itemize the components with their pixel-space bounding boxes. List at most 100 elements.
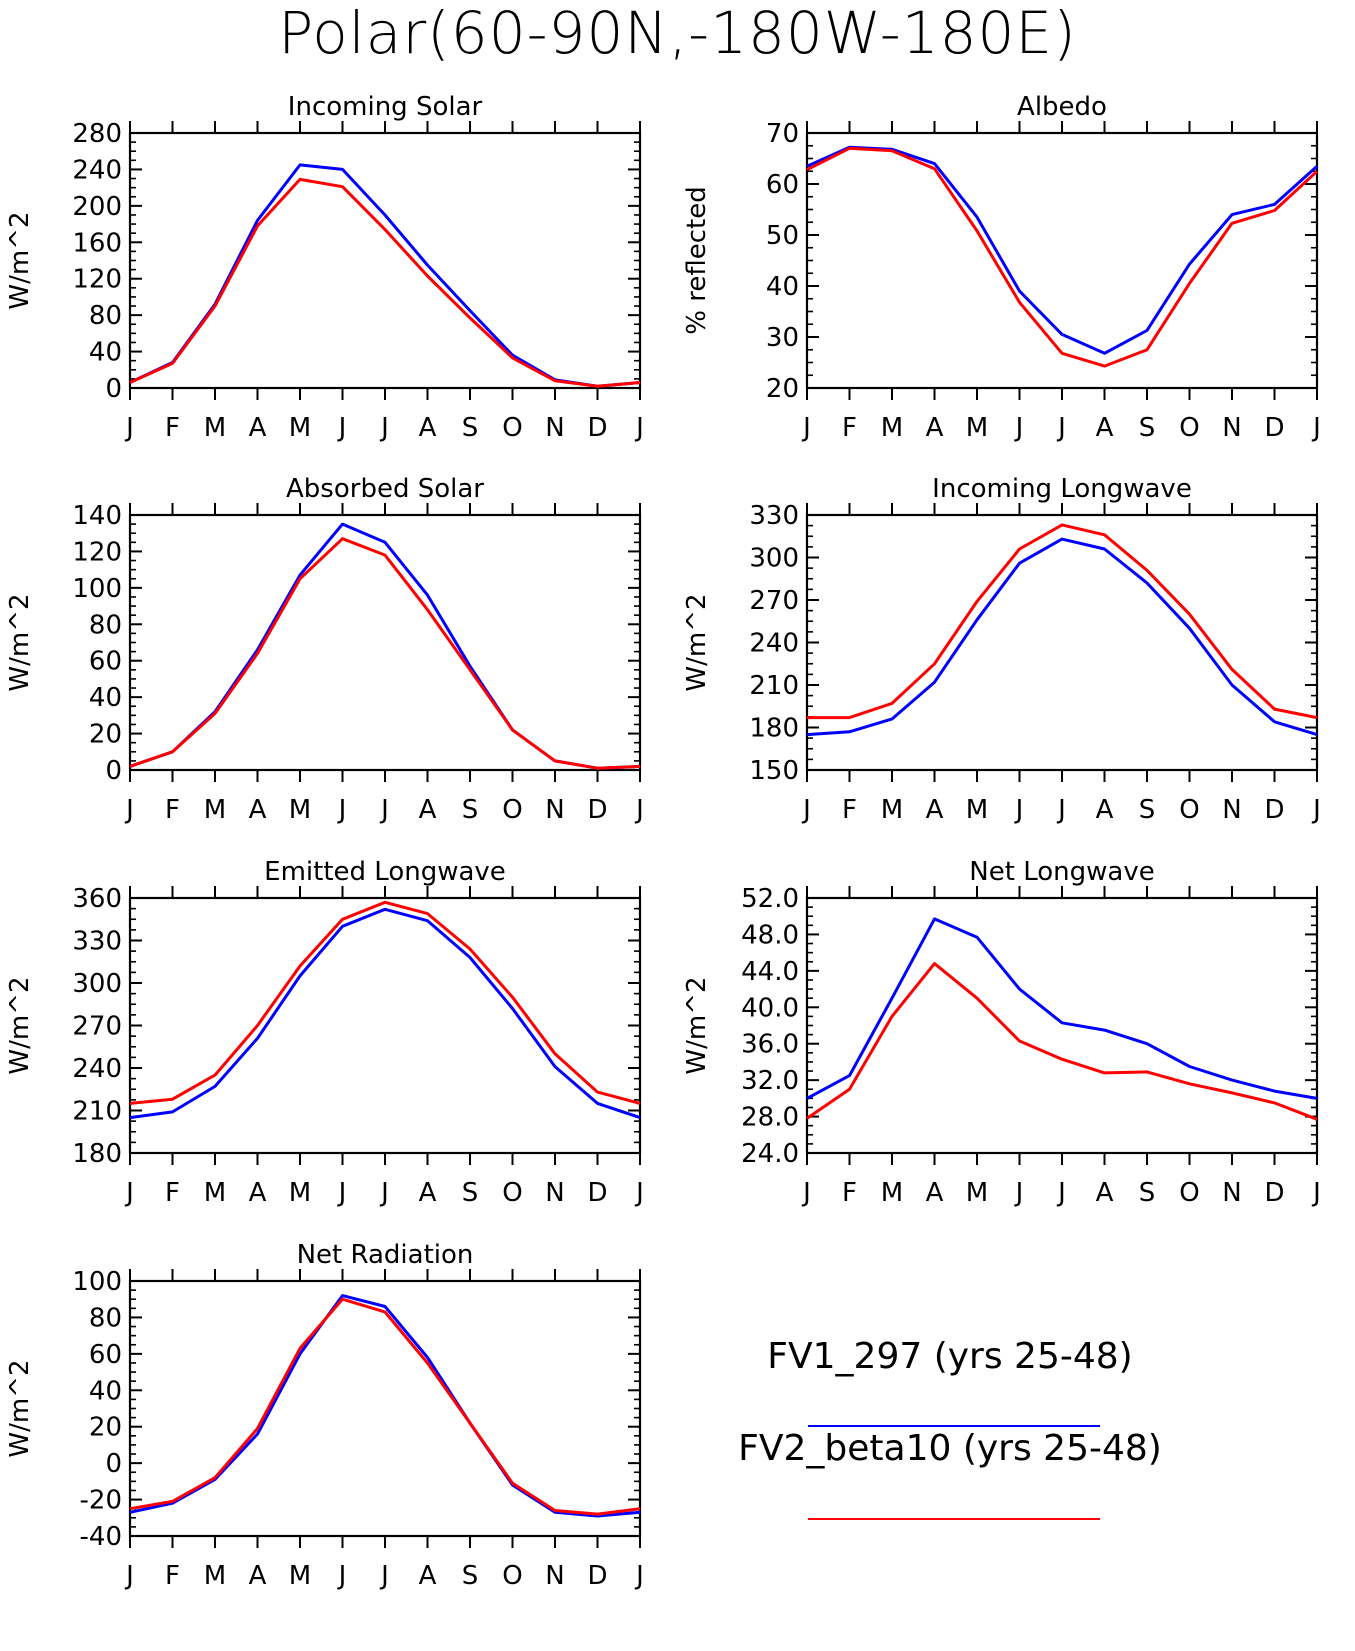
series-line-1	[129, 522, 641, 770]
x-tick-label: F	[842, 413, 857, 443]
y-tick-label: 200	[72, 192, 122, 222]
x-tick-label: J	[379, 1561, 389, 1591]
y-tick-label: 360	[72, 884, 122, 914]
x-tick-label: J	[1014, 1178, 1024, 1208]
y-tick-label: 210	[72, 1097, 122, 1127]
x-tick-label: D	[1264, 795, 1284, 825]
panel-emitted-longwave: Emitted Longwave W/m^2 180 210 240 270 300 330 3…	[5, 857, 644, 1208]
x-tick-label: S	[1139, 413, 1156, 443]
legend-label-series1: FV1_297 (yrs 25-48)	[767, 1336, 1133, 1377]
x-tick-label: S	[1139, 1178, 1156, 1208]
x-tick-label: A	[1096, 413, 1114, 443]
x-tick-label: J	[1014, 413, 1024, 443]
series-line-2	[806, 146, 1319, 368]
x-tick-label: A	[249, 1178, 267, 1208]
x-tick-label: N	[545, 795, 564, 825]
y-tick-label: 330	[72, 927, 122, 957]
legend-line-series2	[808, 1518, 1100, 1520]
chart-title: Net Longwave	[969, 857, 1154, 887]
x-tick-label: J	[124, 1561, 134, 1591]
y-tick-label: 80	[89, 610, 122, 640]
x-tick-label: S	[462, 1178, 479, 1208]
x-tick-label: J	[634, 1178, 644, 1208]
x-tick-label: J	[1014, 795, 1024, 825]
y-tick-label: 80	[89, 301, 122, 331]
series-line-2	[129, 1297, 641, 1516]
x-tick-label: J	[1056, 413, 1066, 443]
x-tick-label: S	[462, 413, 479, 443]
y-tick-label: 0	[105, 1449, 122, 1479]
x-tick-label: M	[881, 795, 903, 825]
y-tick-label: 40.0	[741, 993, 799, 1023]
x-tick-label: N	[1222, 795, 1241, 825]
y-tick-label: 150	[749, 756, 799, 786]
x-tick-label: J	[379, 1178, 389, 1208]
y-tick-label: 20	[766, 374, 799, 404]
series-line-1	[129, 1294, 641, 1518]
y-axis-label: W/m^2	[682, 593, 712, 691]
x-tick-label: A	[419, 413, 437, 443]
x-tick-label: J	[1311, 795, 1321, 825]
x-tick-label: J	[124, 1178, 134, 1208]
y-tick-label: 30	[766, 323, 799, 353]
series-line-2	[129, 177, 641, 388]
y-tick-label: 240	[72, 1054, 122, 1084]
y-tick-label: 40	[89, 338, 122, 368]
x-tick-label: F	[165, 1561, 180, 1591]
x-tick-label: S	[1139, 795, 1156, 825]
y-tick-label: 180	[749, 714, 799, 744]
x-tick-label: M	[204, 1178, 226, 1208]
x-tick-label: O	[502, 795, 522, 825]
x-tick-label: M	[966, 413, 988, 443]
x-tick-label: A	[926, 413, 944, 443]
y-tick-label: 0	[105, 756, 122, 786]
y-tick-label: 100	[72, 1267, 122, 1297]
x-tick-label: N	[545, 1561, 564, 1591]
plot-frame	[128, 131, 642, 390]
x-tick-label: J	[634, 413, 644, 443]
x-tick-label: M	[881, 413, 903, 443]
legend-label-series2: FV2_beta10 (yrs 25-48)	[738, 1428, 1162, 1469]
x-tick-label: D	[587, 795, 607, 825]
y-tick-label: 240	[72, 155, 122, 185]
x-tick-label: O	[1179, 1178, 1199, 1208]
x-tick-label: O	[1179, 413, 1199, 443]
panel-incoming-solar: Incoming Solar W/m^2 0 40 80 120 160 200 240 280 J…	[5, 92, 644, 443]
y-tick-label: 40	[89, 1376, 122, 1406]
y-tick-label: 60	[766, 170, 799, 200]
y-axis-label: % reflected	[682, 186, 712, 334]
y-tick-label: 210	[749, 671, 799, 701]
y-axis-label: W/m^2	[5, 593, 35, 691]
y-tick-label: 280	[72, 119, 122, 149]
chart-title: Albedo	[1017, 92, 1107, 122]
y-tick-label: 32.0	[741, 1066, 799, 1096]
x-tick-label: A	[926, 1178, 944, 1208]
plot-frame	[805, 896, 1319, 1155]
y-tick-label: 20	[89, 720, 122, 750]
y-tick-label: 70	[766, 119, 799, 149]
x-tick-label: J	[124, 413, 134, 443]
x-tick-label: M	[966, 795, 988, 825]
series-line-1	[129, 163, 641, 388]
x-tick-label: D	[587, 413, 607, 443]
x-tick-label: O	[502, 413, 522, 443]
x-tick-label: A	[419, 1178, 437, 1208]
y-tick-label: 80	[89, 1303, 122, 1333]
x-tick-label: J	[124, 795, 134, 825]
x-tick-label: A	[1096, 795, 1114, 825]
series-line-1	[129, 907, 641, 1120]
x-tick-label: J	[337, 795, 347, 825]
y-tick-label: 0	[105, 374, 122, 404]
x-tick-label: F	[165, 413, 180, 443]
x-tick-label: A	[419, 1561, 437, 1591]
series-line-1	[806, 917, 1318, 1100]
series-line-2	[129, 900, 641, 1105]
panel-incoming-longwave: Incoming Longwave W/m^2 150 180 210 240 270 300…	[682, 474, 1321, 825]
chart-title: Incoming Solar	[288, 92, 483, 122]
x-tick-label: J	[634, 1561, 644, 1591]
y-tick-label: 60	[89, 647, 122, 677]
x-tick-label: O	[1179, 795, 1199, 825]
chart-title: Incoming Longwave	[932, 474, 1192, 504]
y-tick-label: -20	[80, 1486, 122, 1516]
x-tick-label: M	[289, 1178, 311, 1208]
